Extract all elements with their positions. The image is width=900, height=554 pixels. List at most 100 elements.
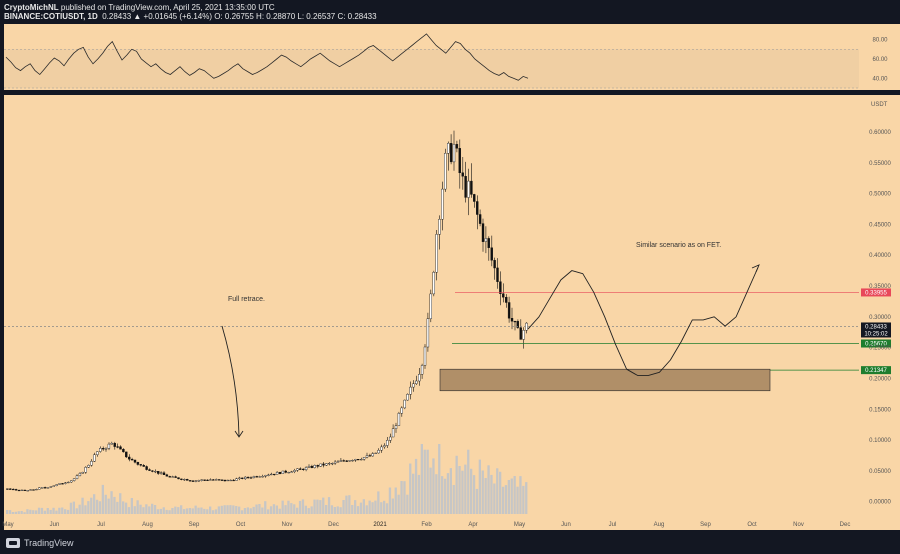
annotation-scenario: Similar scenario as on FET. bbox=[636, 242, 721, 249]
volume-bar bbox=[252, 506, 255, 514]
candle-body bbox=[116, 446, 119, 448]
candle-body bbox=[174, 476, 177, 478]
volume-bar bbox=[388, 487, 392, 514]
volume-bar bbox=[298, 500, 302, 514]
candle-body bbox=[502, 293, 505, 298]
volume-bar bbox=[380, 502, 383, 514]
volume-bar bbox=[249, 508, 252, 514]
candle-body bbox=[104, 448, 108, 450]
volume-bar bbox=[307, 508, 310, 514]
candle-body bbox=[461, 172, 464, 177]
time-tick-label: Nov bbox=[282, 522, 293, 528]
volume-bar bbox=[55, 510, 58, 514]
candle-body bbox=[507, 302, 511, 319]
candle-body bbox=[223, 479, 227, 482]
volume-bar bbox=[371, 502, 374, 514]
candle-body bbox=[130, 459, 134, 461]
volume-bar bbox=[501, 486, 505, 514]
volume-bar bbox=[110, 491, 113, 514]
volume-bar bbox=[443, 478, 447, 514]
candle-body bbox=[284, 470, 287, 473]
volume-bar bbox=[37, 507, 41, 514]
publish-line: CryptoMichNL published on TradingView.co… bbox=[4, 3, 275, 12]
candle-body bbox=[519, 327, 522, 340]
volume-bar bbox=[278, 508, 281, 514]
volume-bar bbox=[519, 476, 522, 514]
candle-body bbox=[61, 483, 64, 485]
volume-bar bbox=[516, 486, 519, 514]
volume-bar bbox=[351, 505, 354, 514]
candle-body bbox=[339, 460, 343, 462]
candle-body bbox=[26, 490, 29, 492]
volume-bar bbox=[281, 500, 284, 514]
volume-bar bbox=[151, 503, 154, 514]
tradingview-logo-icon bbox=[6, 538, 20, 548]
candle-body bbox=[287, 472, 290, 474]
rsi-layer bbox=[4, 33, 859, 89]
candle-body bbox=[484, 238, 488, 242]
time-tick-label: Aug bbox=[654, 522, 665, 528]
footer-brand: TradingView bbox=[6, 538, 74, 548]
candle-body bbox=[23, 489, 26, 492]
volume-bar bbox=[461, 470, 464, 514]
candle-body bbox=[220, 479, 224, 481]
candle-body bbox=[113, 443, 116, 447]
candle-body bbox=[270, 473, 273, 476]
volume-bar bbox=[269, 506, 273, 514]
time-tick-label: Dec bbox=[328, 522, 339, 528]
volume-bar bbox=[113, 496, 116, 514]
candle-body bbox=[290, 471, 293, 473]
candle-body bbox=[464, 175, 467, 198]
annotation-full-retrace: Full retrace. bbox=[228, 296, 265, 303]
volume-bar bbox=[240, 510, 244, 514]
volume-bar bbox=[156, 509, 160, 514]
volume-bar bbox=[17, 511, 20, 514]
volume-bar bbox=[153, 505, 157, 514]
volume-bar bbox=[185, 508, 189, 514]
volume-bar bbox=[165, 509, 168, 514]
candle-body bbox=[52, 485, 55, 487]
candle-body bbox=[496, 267, 499, 282]
candle-body bbox=[400, 407, 403, 414]
volume-bar bbox=[391, 498, 394, 514]
projection-curve bbox=[527, 267, 759, 376]
candle-body bbox=[171, 476, 174, 478]
candle-body bbox=[296, 468, 299, 471]
candle-body bbox=[232, 479, 235, 482]
volume-bar bbox=[496, 468, 499, 514]
candle-body bbox=[188, 480, 192, 482]
rsi-band bbox=[4, 49, 859, 88]
volume-bar bbox=[171, 508, 174, 514]
volume-bar bbox=[414, 458, 418, 514]
volume-bar bbox=[258, 504, 261, 514]
candle-body bbox=[432, 272, 435, 295]
candle-body bbox=[365, 455, 369, 458]
volume-bar bbox=[217, 506, 220, 514]
publish-info: published on TradingView.com, April 25, … bbox=[58, 3, 275, 12]
volume-bar bbox=[409, 463, 412, 514]
candle-body bbox=[368, 455, 372, 457]
candle-body bbox=[29, 489, 32, 491]
volume-bar bbox=[510, 478, 513, 514]
candle-body bbox=[214, 479, 218, 481]
candle-body bbox=[125, 451, 128, 458]
price-tick-label: 0.20000 bbox=[869, 376, 891, 382]
candle-body bbox=[499, 281, 502, 294]
volume-bar bbox=[264, 501, 267, 514]
candle-body bbox=[429, 293, 432, 319]
candle-body bbox=[380, 446, 383, 451]
candle-body bbox=[264, 475, 267, 477]
candle-body bbox=[133, 459, 137, 463]
volume-bar bbox=[194, 505, 197, 514]
volume-bar bbox=[507, 480, 510, 514]
volume-bar bbox=[95, 499, 99, 514]
candle-body bbox=[177, 477, 180, 480]
candle-body bbox=[331, 463, 334, 465]
candle-body bbox=[14, 489, 18, 491]
candle-body bbox=[96, 451, 99, 455]
projection-arrowhead bbox=[751, 264, 760, 273]
candle-body bbox=[386, 440, 389, 446]
price-tick-label: 0.05000 bbox=[869, 469, 891, 475]
volume-bar bbox=[116, 501, 119, 514]
volume-bar bbox=[174, 506, 177, 514]
